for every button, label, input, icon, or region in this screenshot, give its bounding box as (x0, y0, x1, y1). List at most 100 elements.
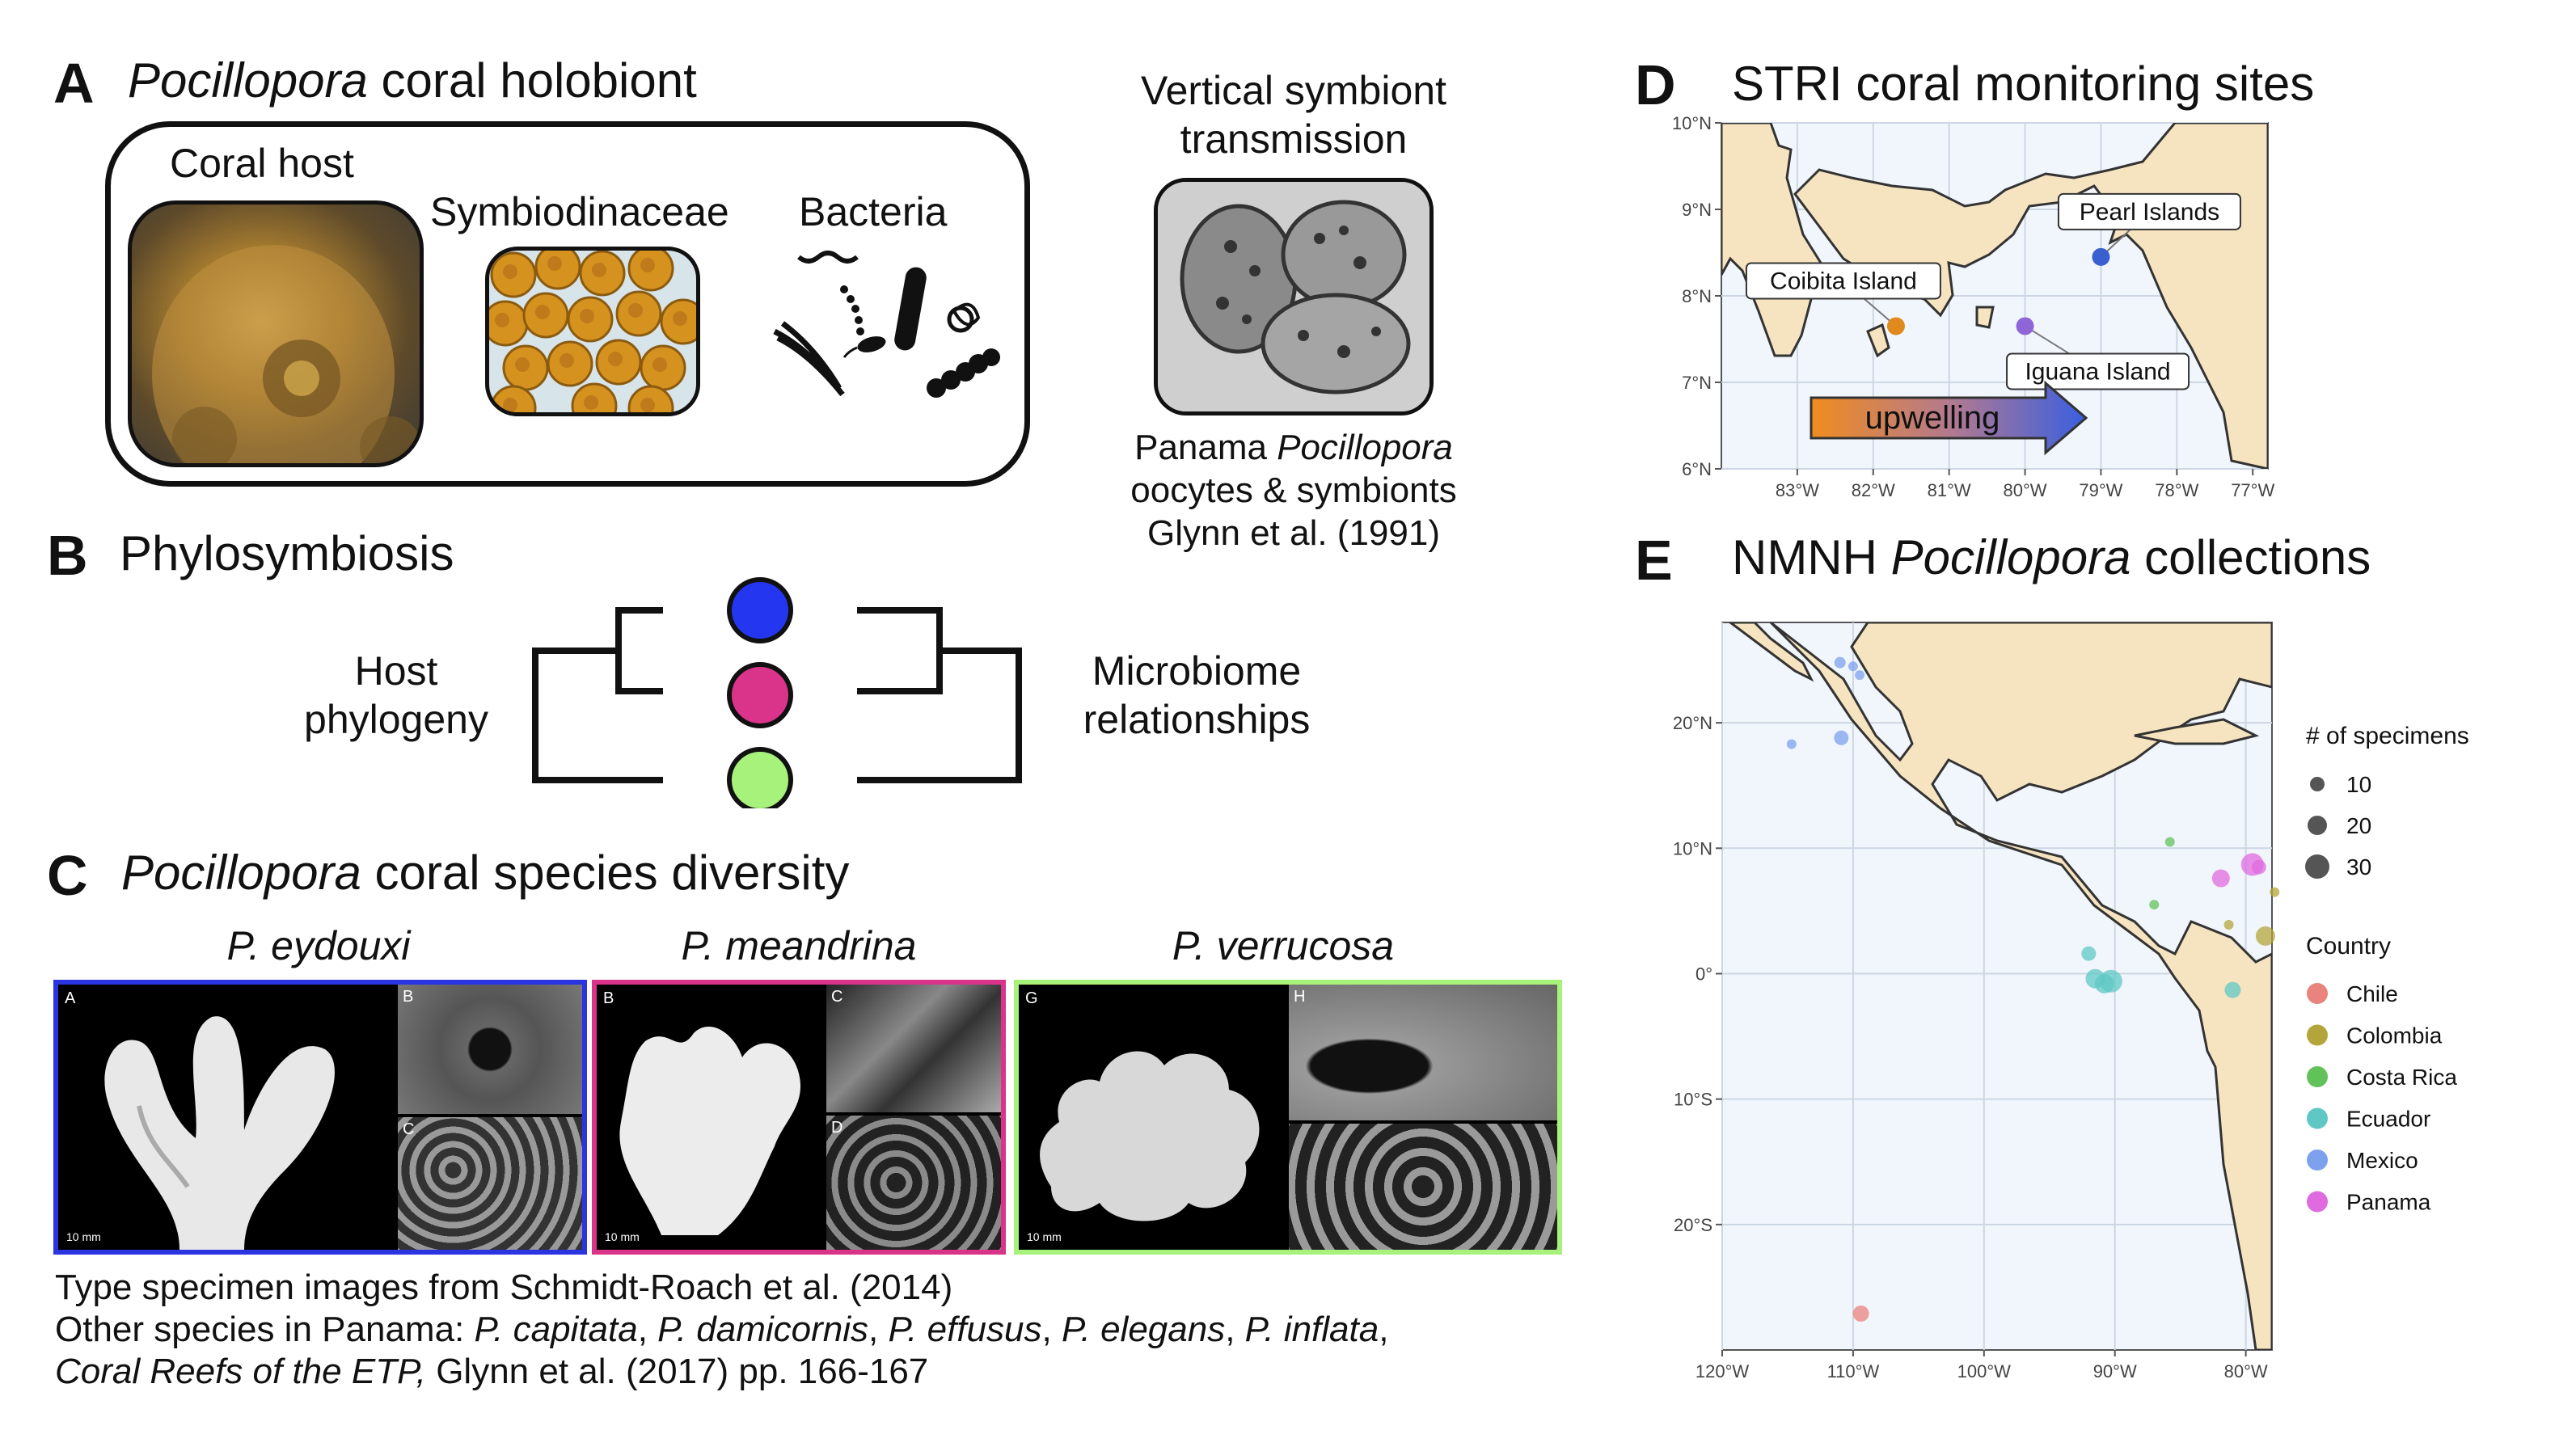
site-label-box (2057, 192, 2241, 230)
size-legend-label: 10 (2346, 772, 2371, 797)
figure-sub-label: G (1025, 989, 1038, 1007)
taxon-circle-blue (727, 577, 793, 643)
x-tick-label: 80°W (2004, 480, 2047, 500)
specimen-point-colombia[interactable] (2255, 926, 2275, 946)
specimen-main-eydouxi: A 10 mm (58, 985, 395, 1250)
panel-c-letter: C (47, 844, 88, 907)
specimen-point-ecuador[interactable] (2081, 946, 2097, 961)
specimen-point-mexico[interactable] (1848, 661, 1858, 672)
species-italic: P. effusus (888, 1310, 1042, 1349)
specimen-point-costa-rica[interactable] (2149, 900, 2160, 910)
land-cuba (2134, 718, 2260, 745)
phylosymbiosis-diagram (532, 577, 1022, 808)
country-legend-swatch (2307, 1107, 2328, 1129)
algal-cell-nucleus (592, 263, 606, 277)
y-tick-label: 8°N (1682, 286, 1712, 306)
y-tick-label: 0° (1696, 964, 1712, 984)
algal-cell-nucleus (495, 313, 509, 327)
host-label-line2: phylogeny (304, 697, 488, 742)
caption-citation: Glynn et al. (2017) pp. 166-167 (425, 1352, 929, 1391)
specimen-point-ecuador[interactable] (2094, 973, 2114, 993)
country-legend-swatch (2307, 1024, 2328, 1046)
species-italic: P. damicornis (657, 1310, 869, 1349)
y-tick-label: 20°S (1674, 1215, 1712, 1235)
algal-cell-nucleus (580, 309, 594, 323)
panel-a-title-rest: coral holobiont (367, 53, 697, 108)
site-label: Iguana Island (2025, 358, 2170, 385)
specimen-point-colombia[interactable] (2223, 919, 2234, 930)
panel-d-letter: D (1635, 53, 1676, 116)
specimen-point-ecuador[interactable] (2224, 981, 2241, 998)
panel-e-title: NMNH Pocillopora collections (1732, 534, 2371, 582)
specimen-point-panama[interactable] (2251, 859, 2266, 875)
x-tick-label: 81°W (1928, 480, 1971, 500)
specimen-point-colombia[interactable] (2270, 887, 2280, 897)
micro-label-line2: relationships (1083, 697, 1311, 742)
specimen-point-chile[interactable] (1852, 1306, 1869, 1322)
specimen-main-meandrina: B 10 mm (597, 985, 823, 1250)
vertical-title-line2: transmission (1180, 116, 1408, 162)
coral-host-photo (128, 200, 424, 467)
bacteria-icons (773, 251, 1000, 398)
species-name-verrucosa: P. verrucosa (1014, 922, 1552, 970)
host-tree-outer (532, 648, 663, 783)
upwelling-label: upwelling (1865, 400, 2000, 436)
upwelling-arrow: upwelling (1810, 380, 2088, 456)
algal-cell-nucleus (503, 264, 517, 279)
algal-cell-nucleus (515, 357, 530, 372)
specimen-sem-bottom: C (398, 1117, 582, 1250)
scale-bar-label: 10 mm (605, 1230, 640, 1243)
coral-silhouette (1040, 1051, 1260, 1221)
algal-cell-nucleus (640, 258, 655, 272)
microbiome-tree-inner (857, 607, 943, 694)
panel-e-letter: E (1635, 529, 1673, 592)
book-title: Coral Reefs of the ETP, (55, 1352, 426, 1391)
panel-c-title-rest: coral species diversity (361, 846, 850, 900)
site-point[interactable] (2092, 247, 2110, 266)
panel-a-letter: A (53, 52, 95, 115)
algal-cell-nucleus (503, 398, 517, 412)
site-point[interactable] (2016, 317, 2034, 335)
country-legend-title: Country (2306, 933, 2391, 960)
x-tick-label: 120°W (1696, 1361, 1750, 1381)
specimen-point-costa-rica[interactable] (2164, 837, 2175, 847)
figure-sub-label: B (603, 989, 614, 1007)
specimen-point-mexico[interactable] (1834, 730, 1849, 745)
figure-sub-label: D (831, 1119, 843, 1137)
specimen-sem-top: B (398, 985, 582, 1114)
country-legend-swatch (2307, 1066, 2328, 1087)
country-legend-swatch (2307, 1149, 2328, 1171)
panel-b-title: Phylosymbiosis (120, 526, 454, 580)
algal-cell-nucleus (560, 353, 574, 368)
scale-bar-label: 10 mm (66, 1230, 101, 1243)
algal-cell-nucleus (673, 311, 687, 326)
stri-sites-map: 10°N 9°N 8°N 7°N 6°N 83°W 82°W 81°W 80°W 79°W 78°W… (1672, 113, 2275, 500)
specimen-point-panama[interactable] (2211, 869, 2230, 888)
panel-e-title-genus: Pocillopora (1890, 530, 2131, 584)
panel-c-caption-3: Coral Reefs of the ETP, Glynn et al. (20… (55, 1352, 928, 1393)
land-azuero-island (1975, 306, 1995, 329)
x-tick-label: 79°W (2079, 480, 2122, 500)
site-point[interactable] (1886, 317, 1905, 335)
specimen-sem-bottom: D (826, 1116, 1001, 1250)
specimen-point-mexico[interactable] (1855, 670, 1864, 681)
caption-prefix: Panama (1134, 428, 1277, 467)
scale-bar-label: 10 mm (1027, 1230, 1062, 1243)
oocyte-illustration (1158, 182, 1429, 411)
land-americas (1769, 622, 2272, 1350)
y-tick-label: 9°N (1682, 200, 1712, 220)
panel-b-letter: B (47, 524, 88, 587)
algal-cell-nucleus (535, 305, 550, 319)
specimen-sem-bottom (1289, 1124, 1557, 1250)
specimen-point-mexico[interactable] (1786, 739, 1797, 749)
host-label-line1: Host (354, 648, 438, 694)
country-legend-label: Panama (2346, 1190, 2431, 1215)
specimen-point-mexico[interactable] (1834, 656, 1846, 669)
oocyte-photo (1154, 178, 1434, 416)
y-tick-label: 10°S (1674, 1090, 1712, 1110)
x-tick-label: 77°W (2231, 480, 2274, 500)
bacteria-label: Bacteria (799, 189, 948, 234)
algal-cell-nucleus (628, 303, 643, 318)
caption-genus: Pocillopora (1277, 428, 1453, 467)
panel-e-title-a: NMNH (1732, 530, 1891, 584)
